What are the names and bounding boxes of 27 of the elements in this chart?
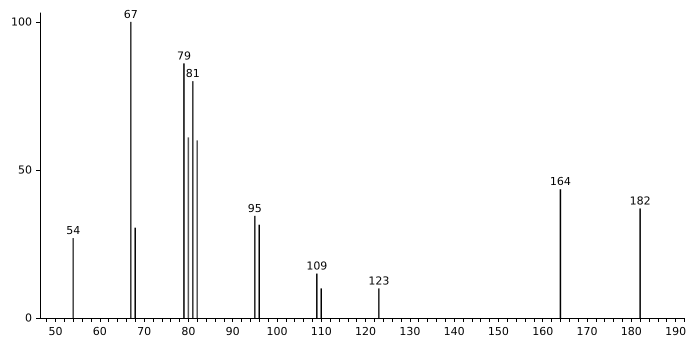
x-tick-label: 140: [444, 325, 465, 338]
x-tick-label: 120: [355, 325, 376, 338]
annotation: 123: [368, 274, 390, 288]
annotation: 79: [176, 49, 191, 62]
annotation: 164: [550, 175, 571, 188]
y-tick-label: 100: [10, 15, 32, 28]
x-tick-label: 150: [488, 325, 509, 338]
x-tick-label: 100: [266, 325, 288, 338]
x-tick-label: 70: [137, 325, 152, 338]
x-tick-label: 130: [399, 325, 420, 338]
x-tick-label: 80: [181, 325, 196, 338]
x-tick-label: 110: [310, 325, 332, 338]
annotation: 67: [124, 8, 138, 21]
x-tick-label: 160: [532, 325, 554, 338]
y-tick-label: 50: [18, 163, 32, 176]
annotation: 182: [630, 194, 651, 208]
x-tick-label: 60: [92, 325, 107, 338]
annotation: 95: [248, 202, 262, 215]
x-tick-label: 170: [576, 325, 598, 338]
x-tick-label: 180: [620, 325, 642, 338]
y-tick-label: 0: [24, 312, 32, 324]
annotation: 81: [186, 67, 200, 80]
x-tick-label: 50: [48, 325, 62, 338]
annotation: 109: [306, 260, 328, 273]
x-tick-label: 90: [226, 325, 240, 338]
x-tick-label: 190: [665, 325, 686, 338]
annotation: 54: [66, 224, 80, 238]
